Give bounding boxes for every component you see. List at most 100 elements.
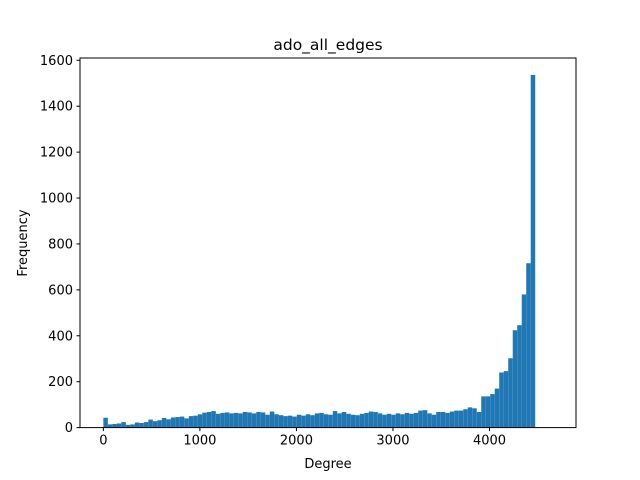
histogram-bar (526, 263, 531, 428)
histogram-bar (233, 412, 239, 428)
histogram-bar (332, 411, 338, 428)
histogram-bar (359, 413, 365, 428)
histogram-bar (494, 388, 500, 428)
x-axis-label: Degree (304, 457, 351, 472)
histogram-bar (391, 414, 396, 428)
histogram-bar (238, 413, 243, 428)
histogram-bar (121, 422, 126, 428)
histogram-bar (427, 413, 432, 428)
histogram-bar (269, 411, 275, 428)
histogram-bar (193, 415, 198, 428)
x-axis-ticks: 0 1000 2000 3000 4000 (99, 427, 506, 449)
histogram-bar (512, 330, 518, 428)
histogram-bar (400, 414, 405, 428)
histogram-bar (220, 412, 225, 428)
histogram-bar (503, 371, 509, 428)
histogram-bar (125, 424, 131, 428)
histogram-bar (319, 412, 324, 428)
histogram-bar (377, 413, 383, 428)
histogram-bar (260, 412, 266, 428)
bars-group (103, 74, 536, 428)
x-tick-label: 0 (99, 434, 107, 449)
histogram-bar (481, 396, 486, 428)
histogram-bar (485, 396, 491, 428)
histogram-bar (157, 420, 162, 428)
histogram-bar (436, 411, 441, 428)
histogram-bar (364, 412, 369, 428)
histogram-bar (355, 415, 360, 428)
y-axis-label: Frequency (16, 209, 31, 276)
histogram-bar (463, 409, 468, 428)
histogram-bar (170, 417, 176, 428)
histogram-bar (292, 416, 297, 428)
histogram-bar (107, 424, 113, 428)
histogram-bar (305, 414, 311, 428)
histogram-bar (112, 423, 117, 428)
histogram-bar (454, 410, 459, 428)
histogram-bar (251, 413, 257, 428)
histogram-bar (296, 414, 302, 428)
histogram-bar (328, 414, 333, 428)
y-tick-label: 800 (48, 237, 73, 252)
x-tick-label: 4000 (473, 434, 506, 449)
y-tick-label: 1000 (40, 192, 73, 207)
histogram-bar (274, 414, 279, 428)
histogram-bar (202, 412, 207, 428)
histogram-bar (161, 417, 167, 428)
histogram-bar (166, 419, 171, 428)
histogram-bar (134, 422, 140, 428)
histogram-bar (440, 411, 446, 428)
histogram-bar (283, 416, 288, 428)
histogram-bar (458, 410, 464, 428)
histogram-bar (490, 394, 495, 428)
histogram-bar (175, 417, 180, 428)
histogram-bar (247, 412, 252, 428)
histogram-bar (445, 412, 450, 428)
histogram-bar (278, 415, 284, 428)
histogram-bar (224, 412, 230, 428)
histogram-bar (197, 414, 203, 428)
histogram-bar (404, 412, 410, 428)
histogram-bar (499, 372, 504, 428)
plot-frame (79, 57, 577, 429)
y-tick-label: 200 (48, 375, 73, 390)
histogram-bar (521, 294, 527, 428)
histogram-bar (418, 410, 423, 428)
histogram-bar (179, 416, 185, 428)
y-tick-label: 1200 (40, 146, 73, 161)
histogram-bar (103, 417, 108, 428)
x-tick-label: 1000 (183, 434, 216, 449)
histogram-bar (229, 413, 234, 428)
histogram-bar (256, 411, 261, 428)
chart-title: ado_all_edges (273, 36, 382, 55)
histogram-bar (116, 423, 122, 428)
histogram-bar (139, 423, 144, 428)
y-tick-label: 600 (48, 283, 73, 298)
histogram-bar (373, 411, 378, 428)
histogram-bar (350, 414, 356, 428)
histogram-bar (467, 407, 473, 428)
y-axis-ticks: 0 200 400 600 800 1000 1200 1400 1600 (40, 54, 80, 436)
histogram-bar (314, 413, 320, 428)
histogram-bar (211, 411, 216, 428)
y-tick-label: 0 (65, 421, 73, 436)
histogram-bar (206, 411, 212, 428)
histogram-bar (215, 413, 221, 428)
histogram-bar (517, 325, 522, 428)
histogram-bar (301, 415, 306, 428)
x-tick-label: 2000 (280, 434, 313, 449)
x-tick-label: 3000 (376, 434, 409, 449)
y-tick-label: 400 (48, 329, 73, 344)
histogram-bar (368, 411, 374, 428)
histogram-bar (476, 411, 482, 428)
histogram-bar (508, 358, 513, 428)
histogram-bar (449, 411, 455, 428)
histogram-bar (337, 413, 342, 428)
histogram-bar (395, 413, 401, 428)
y-tick-label: 1600 (40, 54, 73, 69)
histogram-bar (413, 412, 419, 428)
histogram-bar (152, 421, 158, 428)
histogram-bar (409, 413, 414, 428)
histogram-bar (148, 419, 153, 428)
